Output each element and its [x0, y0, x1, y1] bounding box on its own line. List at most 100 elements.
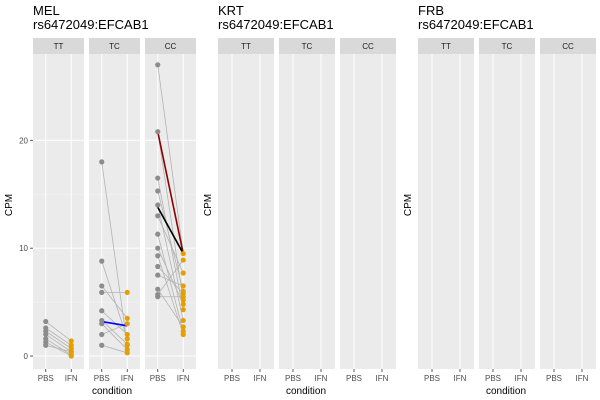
- mel-pbs-point: [99, 321, 105, 327]
- mel-strip-tc: [89, 38, 140, 54]
- mel-ifn-point: [180, 307, 186, 313]
- mel-pbs-point: [99, 331, 105, 338]
- frb-y-axis-title: CPM: [403, 194, 414, 216]
- mel-y-tick-label: 0: [24, 352, 29, 361]
- mel-pbs-point: [155, 213, 161, 219]
- mel-paired-line: [45, 338, 72, 356]
- mel-pbs-point: [155, 286, 161, 292]
- mel-strip-tt: [33, 38, 84, 54]
- mel-pbs-point: [99, 283, 105, 289]
- mel-paired-line: [157, 131, 184, 301]
- mel-title-line1: MEL: [33, 3, 60, 18]
- mel-pbs-point: [155, 175, 161, 181]
- mel-ifn-point: [180, 250, 186, 257]
- mel-strip-cc: [145, 38, 196, 54]
- mel-paired-line: [101, 323, 128, 350]
- frb-title-line1: FRB: [418, 3, 444, 18]
- mel-ifn-point: [180, 317, 186, 324]
- mel-y-tick-label: 20: [19, 136, 28, 145]
- mel-x-tick-label-ifn: IFN: [121, 374, 134, 383]
- mel-pbs-point: [155, 62, 161, 68]
- frb-strip-tc: [479, 38, 535, 54]
- frb-strip-label-tc: TC: [502, 42, 513, 51]
- frb-x-tick-label-pbs: PBS: [485, 374, 501, 383]
- mel-x-tick-label-ifn: IFN: [65, 374, 78, 383]
- mel-ifn-point: [180, 301, 186, 307]
- krt-strip-cc: [340, 38, 396, 54]
- mel-pbs-point: [155, 263, 161, 270]
- mel-panel-cc: [145, 54, 196, 369]
- mel-ifn-point: [124, 341, 130, 347]
- mel-pbs-point: [99, 258, 105, 264]
- frb-x-axis-title: condition: [486, 386, 526, 397]
- krt-x-tick-label-ifn: IFN: [254, 374, 267, 383]
- mel-panel-tt: [33, 54, 84, 369]
- mel-paired-line: [157, 215, 184, 274]
- mel-paired-line: [157, 274, 184, 287]
- frb-x-tick-label-ifn: IFN: [515, 374, 528, 383]
- frb-panel-tt: [418, 54, 474, 369]
- krt-strip-label-tt: TT: [241, 42, 251, 51]
- mel-paired-line: [45, 330, 72, 349]
- mel-ifn-point: [68, 338, 74, 344]
- mel-pbs-point: [155, 294, 161, 300]
- frb-panel-cc: [540, 54, 596, 369]
- mel-paired-line: [157, 190, 184, 292]
- mel-pbs-point: [99, 308, 105, 314]
- mel-paired-line: [45, 321, 72, 342]
- mel-paired-line: [157, 64, 184, 254]
- krt-panel-tc: [279, 54, 335, 369]
- frb-x-tick-label-pbs: PBS: [546, 374, 562, 383]
- mel-y-axis-title: CPM: [4, 194, 15, 216]
- facet-panels: 0 10 20 TT PBS IFN TC PBS IFN CC PBS IFN TT PBS IFN TC P…: [19, 38, 596, 383]
- frb-strip-label-cc: CC: [562, 42, 574, 51]
- mel-paired-line: [157, 288, 184, 328]
- krt-title-line1: KRT: [218, 3, 244, 18]
- mel-x-tick-label-ifn: IFN: [177, 374, 190, 383]
- mel-paired-line: [157, 266, 184, 294]
- mel-ifn-point: [124, 315, 130, 321]
- mel-ifn-point: [180, 331, 186, 338]
- krt-x-tick-label-ifn: IFN: [376, 374, 389, 383]
- frb-x-tick-label-ifn: IFN: [454, 374, 467, 383]
- mel-title-line2: rs6472049:EFCAB1: [33, 17, 149, 32]
- mel-pbs-point: [155, 272, 161, 278]
- mel-x-tick-label-pbs: PBS: [94, 374, 110, 383]
- mel-ifn-point: [180, 257, 186, 263]
- frb-x-tick-label-pbs: PBS: [424, 374, 440, 383]
- krt-title-line2: rs6472049:EFCAB1: [218, 17, 334, 32]
- krt-strip-tc: [279, 38, 335, 54]
- mel-x-axis-title: condition: [92, 386, 132, 397]
- mel-ifn-point: [124, 350, 130, 356]
- mel-pbs-point: [155, 231, 161, 237]
- frb-title-line2: rs6472049:EFCAB1: [418, 17, 534, 32]
- krt-strip-label-cc: CC: [362, 42, 374, 51]
- mel-paired-line: [101, 320, 128, 345]
- mel-ifn-point: [180, 324, 186, 330]
- frb-strip-cc: [540, 38, 596, 54]
- mel-y-tick-label: 10: [19, 244, 28, 253]
- mel-paired-line: [157, 204, 184, 321]
- mel-pbs-point: [99, 159, 105, 165]
- mel-pbs-point: [155, 202, 161, 208]
- mel-paired-line: [157, 234, 184, 332]
- mel-paired-line: [157, 248, 184, 305]
- mel-paired-line: [101, 285, 128, 319]
- krt-x-tick-label-ifn: IFN: [315, 374, 328, 383]
- mel-paired-line: [157, 259, 184, 295]
- frb-x-tick-label-ifn: IFN: [576, 374, 589, 383]
- krt-strip-tt: [218, 38, 274, 54]
- mel-pbs-point: [43, 331, 49, 338]
- mel-summary-line: [157, 206, 184, 254]
- mel-strip-label-tt: TT: [54, 42, 64, 51]
- mel-ifn-point: [180, 294, 186, 300]
- mel-paired-line: [157, 255, 184, 335]
- krt-y-axis-title: CPM: [203, 194, 214, 216]
- frb-strip-tt: [418, 38, 474, 54]
- mel-ifn-point: [180, 270, 186, 276]
- mel-pbs-point: [155, 188, 161, 194]
- mel-pbs-point: [99, 342, 105, 348]
- mel-pbs-point: [43, 342, 49, 348]
- mel-paired-line: [45, 327, 72, 346]
